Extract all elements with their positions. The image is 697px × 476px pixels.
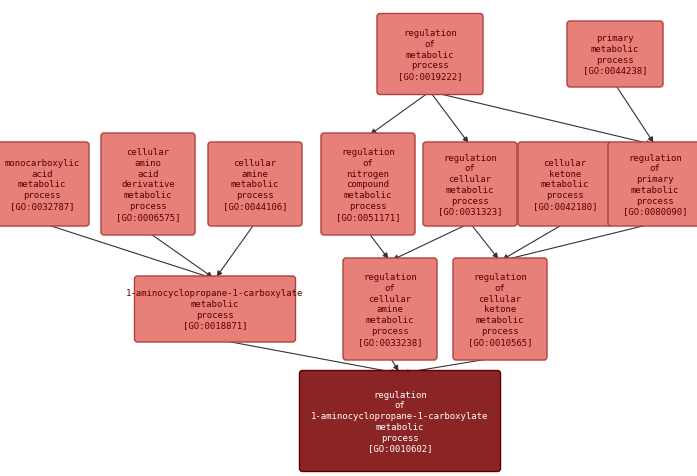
Text: primary
metabolic
process
[GO:0044238]: primary metabolic process [GO:0044238]	[583, 34, 648, 76]
FancyBboxPatch shape	[208, 143, 302, 227]
Text: regulation
of
cellular
amine
metabolic
process
[GO:0033238]: regulation of cellular amine metabolic p…	[358, 273, 422, 346]
FancyBboxPatch shape	[343, 258, 437, 360]
Text: regulation
of
1-aminocyclopropane-1-carboxylate
metabolic
process
[GO:0010602]: regulation of 1-aminocyclopropane-1-carb…	[312, 390, 489, 452]
FancyBboxPatch shape	[518, 143, 612, 227]
FancyBboxPatch shape	[0, 143, 89, 227]
Text: cellular
amine
metabolic
process
[GO:0044106]: cellular amine metabolic process [GO:004…	[223, 159, 287, 210]
FancyBboxPatch shape	[608, 143, 697, 227]
Text: cellular
ketone
metabolic
process
[GO:0042180]: cellular ketone metabolic process [GO:00…	[533, 159, 597, 210]
Text: monocarboxylic
acid
metabolic
process
[GO:0032787]: monocarboxylic acid metabolic process [G…	[4, 159, 79, 210]
FancyBboxPatch shape	[377, 14, 483, 95]
Text: regulation
of
primary
metabolic
process
[GO:0080090]: regulation of primary metabolic process …	[622, 153, 687, 216]
FancyBboxPatch shape	[567, 22, 663, 88]
FancyBboxPatch shape	[453, 258, 547, 360]
FancyBboxPatch shape	[135, 277, 296, 342]
Text: 1-aminocyclopropane-1-carboxylate
metabolic
process
[GO:0018871]: 1-aminocyclopropane-1-carboxylate metabo…	[126, 289, 304, 330]
FancyBboxPatch shape	[101, 134, 195, 236]
Text: regulation
of
cellular
metabolic
process
[GO:0031323]: regulation of cellular metabolic process…	[438, 153, 503, 216]
FancyBboxPatch shape	[321, 134, 415, 236]
FancyBboxPatch shape	[300, 371, 500, 472]
Text: regulation
of
nitrogen
compound
metabolic
process
[GO:0051171]: regulation of nitrogen compound metaboli…	[336, 148, 400, 221]
Text: regulation
of
cellular
ketone
metabolic
process
[GO:0010565]: regulation of cellular ketone metabolic …	[468, 273, 533, 346]
Text: cellular
amino
acid
derivative
metabolic
process
[GO:0006575]: cellular amino acid derivative metabolic…	[116, 148, 181, 221]
FancyBboxPatch shape	[423, 143, 517, 227]
Text: regulation
of
metabolic
process
[GO:0019222]: regulation of metabolic process [GO:0019…	[398, 29, 462, 81]
